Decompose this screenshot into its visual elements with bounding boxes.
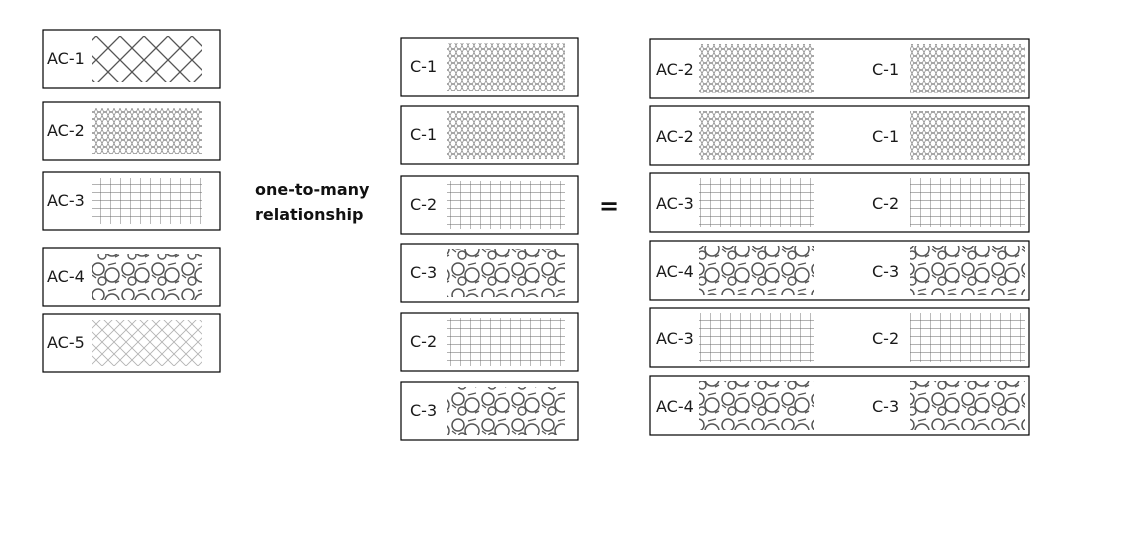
- pair-right-label: C-2: [872, 329, 899, 348]
- herringbone-texture: [92, 36, 202, 82]
- rings-texture: [699, 246, 814, 295]
- ac-box: AC-4: [42, 247, 221, 307]
- c-box: C-2: [400, 312, 579, 372]
- pair-box: AC-3 C-2: [649, 172, 1030, 233]
- pair-left-label: AC-3: [656, 194, 694, 213]
- left-column: AC-1 AC-2 AC-3 AC-4 AC-5: [42, 29, 221, 373]
- diamond-texture: [92, 320, 202, 366]
- equals-sign: =: [599, 192, 619, 220]
- grid-texture: [447, 318, 565, 366]
- honeycomb-texture: [447, 111, 565, 159]
- pair-right-label: C-1: [872, 127, 899, 146]
- c-label: C-1: [410, 57, 437, 76]
- grid-texture: [910, 313, 1025, 362]
- ac-box: AC-2: [42, 101, 221, 161]
- pair-right-label: C-1: [872, 60, 899, 79]
- pair-right-label: C-3: [872, 262, 899, 281]
- grid-texture: [699, 313, 814, 362]
- ac-label: AC-4: [47, 267, 85, 286]
- pair-left-label: AC-2: [656, 60, 694, 79]
- pair-left-label: AC-4: [656, 262, 694, 281]
- rings-texture: [699, 381, 814, 430]
- ac-label: AC-1: [47, 49, 85, 68]
- c-label: C-3: [410, 263, 437, 282]
- pair-left-label: AC-4: [656, 397, 694, 416]
- right-column: AC-2 C-1 AC-2 C-1 AC-3 C-2 AC-4 C-3 AC-3 C-2 AC-4 C…: [649, 38, 1030, 436]
- c-box: C-1: [400, 37, 579, 97]
- rings-texture: [910, 381, 1025, 430]
- c-box: C-3: [400, 243, 579, 303]
- grid-texture: [699, 178, 814, 227]
- c-box: C-2: [400, 175, 579, 235]
- pair-box: AC-4 C-3: [649, 375, 1030, 436]
- ac-label: AC-5: [47, 333, 85, 352]
- honeycomb-texture: [699, 111, 814, 160]
- honeycomb-texture: [92, 108, 202, 154]
- c-box: C-3: [400, 381, 579, 441]
- honeycomb-texture: [910, 44, 1025, 93]
- pair-box: AC-4 C-3: [649, 240, 1030, 301]
- pair-left-label: AC-3: [656, 329, 694, 348]
- honeycomb-texture: [447, 43, 565, 91]
- honeycomb-texture: [910, 111, 1025, 160]
- rings-texture: [92, 254, 202, 300]
- ac-box: AC-5: [42, 313, 221, 373]
- pair-left-label: AC-2: [656, 127, 694, 146]
- pair-right-label: C-3: [872, 397, 899, 416]
- pair-box: AC-2 C-1: [649, 105, 1030, 166]
- pair-box: AC-3 C-2: [649, 307, 1030, 368]
- c-label: C-3: [410, 401, 437, 420]
- grid-texture: [910, 178, 1025, 227]
- ac-box: AC-1: [42, 29, 221, 89]
- grid-texture: [447, 181, 565, 229]
- grid-texture: [92, 178, 202, 224]
- middle-column: C-1 C-1 C-2 C-3 C-2 C-3: [400, 37, 579, 441]
- rings-texture: [910, 246, 1025, 295]
- c-label: C-2: [410, 195, 437, 214]
- ac-label: AC-3: [47, 191, 85, 210]
- ac-box: AC-3: [42, 171, 221, 231]
- rings-texture: [447, 249, 565, 297]
- pair-box: AC-2 C-1: [649, 38, 1030, 99]
- ac-label: AC-2: [47, 121, 85, 140]
- c-box: C-1: [400, 105, 579, 165]
- rings-texture: [447, 387, 565, 435]
- honeycomb-texture: [699, 44, 814, 93]
- pair-right-label: C-2: [872, 194, 899, 213]
- relation-text-line-2: relationship: [255, 205, 363, 224]
- c-label: C-1: [410, 125, 437, 144]
- c-label: C-2: [410, 332, 437, 351]
- relation-text-line-1: one-to-many: [255, 180, 370, 199]
